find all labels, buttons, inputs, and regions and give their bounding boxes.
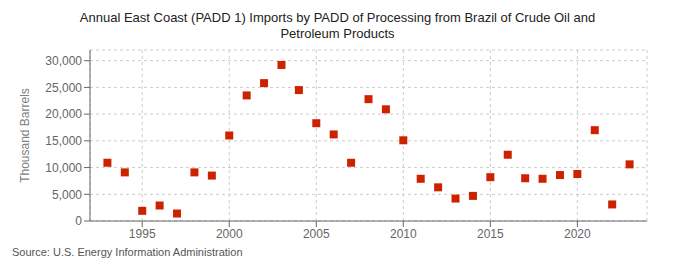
html-text:Annual East Coast (PADD 1) Imp: Annual East Coast (PADD 1) Imports by PA… — [79, 10, 596, 25]
svg-text:10,000: 10,000 — [45, 161, 82, 175]
svg-text:15,000: 15,000 — [45, 134, 82, 148]
svg-text:30,000: 30,000 — [45, 54, 82, 68]
svg-text:0: 0 — [75, 214, 82, 228]
svg-text:2000: 2000 — [216, 227, 243, 241]
svg-text:5,000: 5,000 — [52, 188, 82, 202]
svg-text:20,000: 20,000 — [45, 107, 82, 121]
svg-text:Thousand Barrels: Thousand Barrels — [18, 88, 32, 183]
svg-text:2020: 2020 — [564, 227, 591, 241]
html-text:Petroleum Products: Petroleum Products — [280, 26, 395, 41]
svg-text:2010: 2010 — [390, 227, 417, 241]
svg-text:2005: 2005 — [303, 227, 330, 241]
html-text:Source: U.S. Energy Informatio: Source: U.S. Energy Information Administ… — [12, 246, 243, 258]
svg-text:1995: 1995 — [129, 227, 156, 241]
svg-text:25,000: 25,000 — [45, 81, 82, 95]
svg-text:2015: 2015 — [477, 227, 504, 241]
